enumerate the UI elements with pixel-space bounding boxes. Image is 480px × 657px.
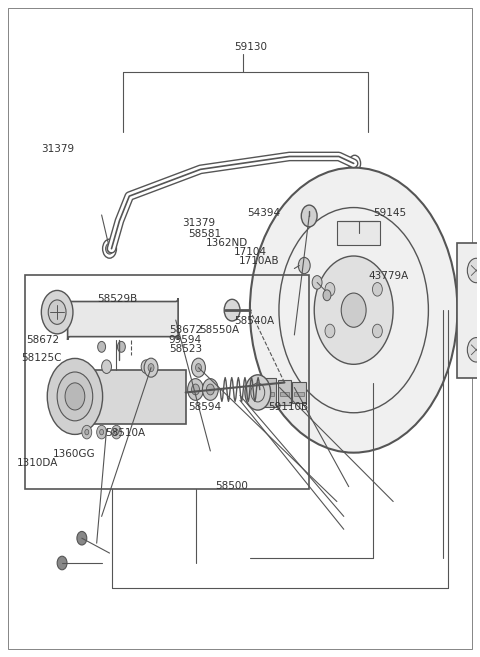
Circle shape xyxy=(188,378,204,400)
Text: 58672: 58672 xyxy=(26,334,60,344)
Circle shape xyxy=(41,290,73,334)
Text: 31379: 31379 xyxy=(41,145,74,154)
Bar xyxy=(277,380,291,405)
Bar xyxy=(457,242,480,378)
Circle shape xyxy=(118,342,125,352)
Text: 58523: 58523 xyxy=(169,344,202,353)
Circle shape xyxy=(341,293,366,327)
Text: 1710AB: 1710AB xyxy=(239,256,279,265)
Text: 58672: 58672 xyxy=(169,325,202,335)
Circle shape xyxy=(301,205,317,227)
Text: 58594: 58594 xyxy=(188,401,221,412)
Text: 58550A: 58550A xyxy=(199,325,239,335)
Text: 1310DA: 1310DA xyxy=(17,458,59,468)
Circle shape xyxy=(325,283,335,296)
Text: 59130: 59130 xyxy=(234,42,267,52)
Bar xyxy=(24,275,309,489)
Circle shape xyxy=(77,532,87,545)
Circle shape xyxy=(102,360,111,373)
Circle shape xyxy=(106,243,113,254)
Text: 58529B: 58529B xyxy=(96,294,137,304)
Bar xyxy=(292,382,306,403)
Circle shape xyxy=(57,372,93,421)
FancyBboxPatch shape xyxy=(68,298,178,340)
Circle shape xyxy=(325,324,335,338)
Circle shape xyxy=(372,283,383,296)
Circle shape xyxy=(245,374,271,410)
Bar xyxy=(337,221,380,244)
Circle shape xyxy=(206,384,214,395)
Circle shape xyxy=(48,300,66,325)
Circle shape xyxy=(203,378,218,400)
Circle shape xyxy=(224,300,240,321)
Text: 58540A: 58540A xyxy=(234,315,275,326)
Circle shape xyxy=(114,430,119,435)
Text: 99594: 99594 xyxy=(169,334,202,344)
Text: 58125C: 58125C xyxy=(21,353,61,363)
Text: 59145: 59145 xyxy=(373,208,406,218)
Bar xyxy=(262,378,276,407)
Circle shape xyxy=(314,256,393,365)
Text: 58500: 58500 xyxy=(215,481,248,491)
Text: 1362ND: 1362ND xyxy=(206,238,248,248)
Circle shape xyxy=(57,556,67,570)
Bar xyxy=(294,392,304,396)
Circle shape xyxy=(298,258,310,274)
Circle shape xyxy=(349,155,360,171)
Circle shape xyxy=(97,342,106,352)
Circle shape xyxy=(468,338,480,362)
Bar xyxy=(70,370,186,424)
Circle shape xyxy=(192,384,200,395)
Circle shape xyxy=(148,363,154,372)
Circle shape xyxy=(192,358,205,377)
Circle shape xyxy=(468,258,480,283)
Circle shape xyxy=(144,358,158,377)
Circle shape xyxy=(85,430,89,435)
Bar xyxy=(279,392,289,396)
Circle shape xyxy=(111,425,121,439)
Text: 31379: 31379 xyxy=(182,218,215,228)
Text: 17104: 17104 xyxy=(234,246,267,257)
Text: 59110B: 59110B xyxy=(268,401,309,412)
Circle shape xyxy=(372,324,383,338)
Text: 43779A: 43779A xyxy=(368,271,408,281)
Circle shape xyxy=(100,430,104,435)
Circle shape xyxy=(250,168,457,453)
Text: 58581: 58581 xyxy=(188,229,221,239)
Circle shape xyxy=(82,425,92,439)
Circle shape xyxy=(47,359,103,434)
Circle shape xyxy=(103,239,117,258)
Circle shape xyxy=(96,425,107,439)
Circle shape xyxy=(141,360,151,373)
Circle shape xyxy=(312,275,322,289)
Circle shape xyxy=(323,290,331,301)
Circle shape xyxy=(195,363,202,372)
Circle shape xyxy=(65,383,85,410)
Text: 58510A: 58510A xyxy=(105,428,145,438)
Text: 54394: 54394 xyxy=(247,208,280,218)
Text: 1360GG: 1360GG xyxy=(53,449,95,459)
Bar xyxy=(264,392,274,396)
